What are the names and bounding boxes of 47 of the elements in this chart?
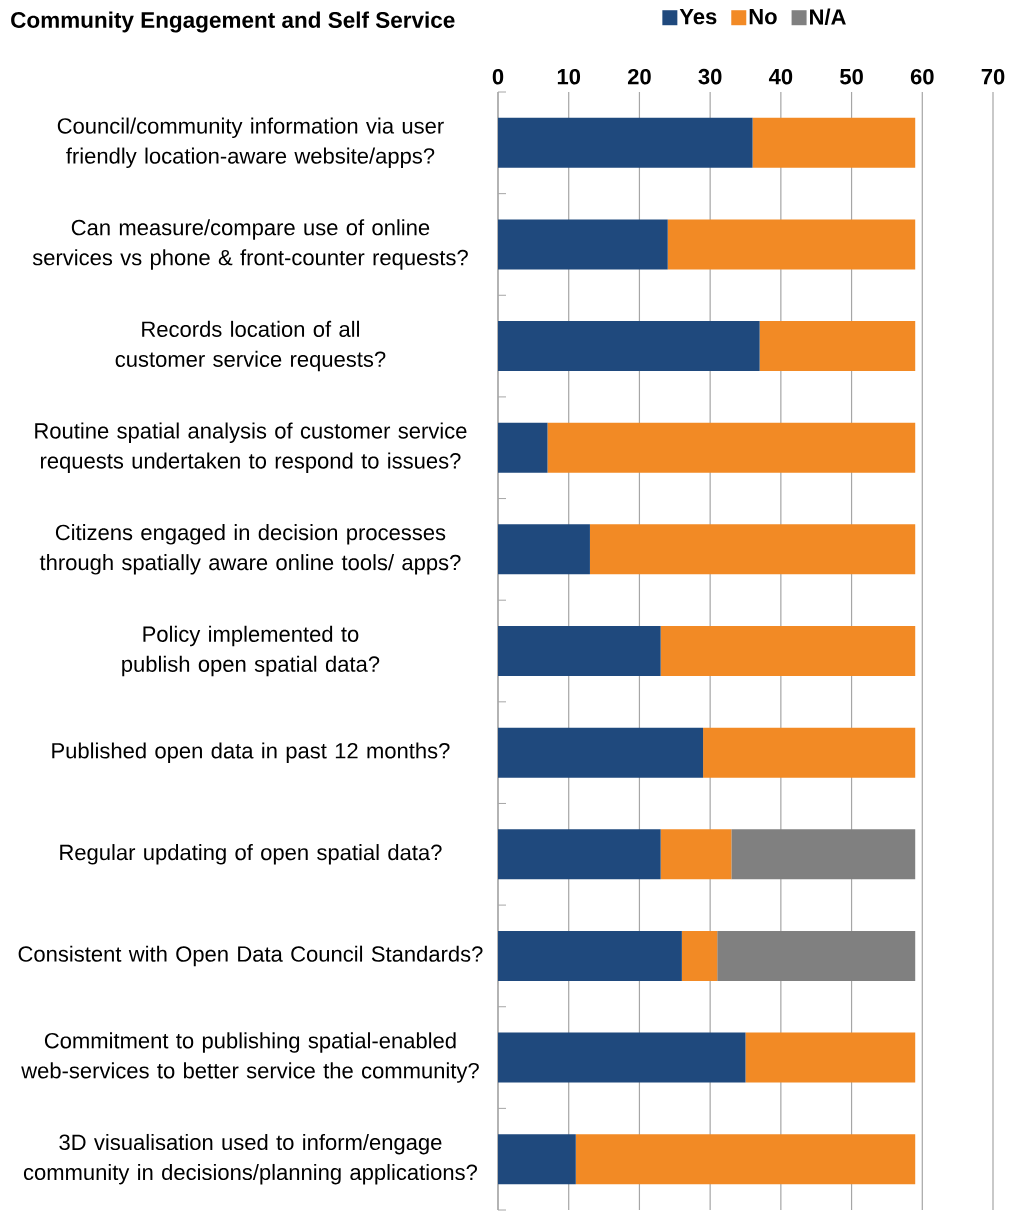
- bar: [703, 727, 916, 778]
- y-tick-label: Routine spatial analysis of customer service requests undertaken to respond to issues?: [35, 422, 467, 473]
- bar: [575, 1134, 916, 1185]
- bar: [759, 321, 916, 372]
- x-tick-label: 70: [981, 68, 1005, 85]
- x-tick-label: 30: [698, 68, 722, 85]
- bar: [498, 626, 661, 677]
- bar: [547, 422, 916, 473]
- bar: [498, 524, 590, 575]
- bar: [498, 219, 668, 270]
- x-tick-label: 50: [840, 68, 863, 85]
- bar: [498, 829, 661, 880]
- bar: [498, 1134, 576, 1185]
- bar: [731, 829, 916, 880]
- text: Community Engagement and Self Service: [11, 11, 455, 33]
- bar: [717, 930, 916, 981]
- y-tick-label: Regular updating of open spatial data?: [60, 844, 442, 865]
- bar: [498, 422, 548, 473]
- bar: [745, 1032, 916, 1083]
- legend-label: N/A: [810, 8, 846, 25]
- bar: [589, 524, 916, 575]
- bar: [667, 219, 916, 270]
- y-tick-label: Records location of all customer service requests?: [115, 320, 386, 372]
- x-tick-label: 40: [768, 68, 793, 85]
- bar: [498, 930, 682, 981]
- legend-label: Yes: [679, 9, 717, 25]
- y-tick-label: Citizens engaged in decision processes through spatially aware online tools/ apps?: [39, 524, 461, 575]
- legend-label: No: [749, 9, 777, 25]
- y-tick-label: Policy implemented to publish open spatial data?: [122, 625, 380, 677]
- bar: [498, 117, 753, 168]
- x-tick-label: 0: [492, 68, 504, 85]
- bar: [498, 1032, 746, 1083]
- bar: [681, 930, 718, 981]
- y-tick-label: Published open data in past 12 months?: [52, 742, 450, 763]
- y-tick-label: Council/community information via user friendly location-aware website/apps?: [57, 117, 444, 169]
- bar: [752, 117, 916, 168]
- y-tick-label: Can measure/compare use of online services vs phone & front-counter requests?: [32, 219, 468, 270]
- y-tick-label: Consistent with Open Data Council Standards?: [18, 945, 483, 967]
- bar: [660, 626, 916, 677]
- x-tick-label: 10: [557, 68, 581, 85]
- bar: [498, 321, 760, 372]
- y-tick-label: Commitment to publishing spatial-enabled web-services to better service the community?: [21, 1032, 479, 1083]
- x-tick-label: 60: [910, 68, 934, 85]
- bar: [498, 727, 704, 778]
- x-tick-label: 20: [627, 68, 651, 85]
- bar: [660, 829, 732, 880]
- y-tick-label: 3D visualisation used to inform/engage community in decisions/planning applications?: [23, 1133, 477, 1185]
